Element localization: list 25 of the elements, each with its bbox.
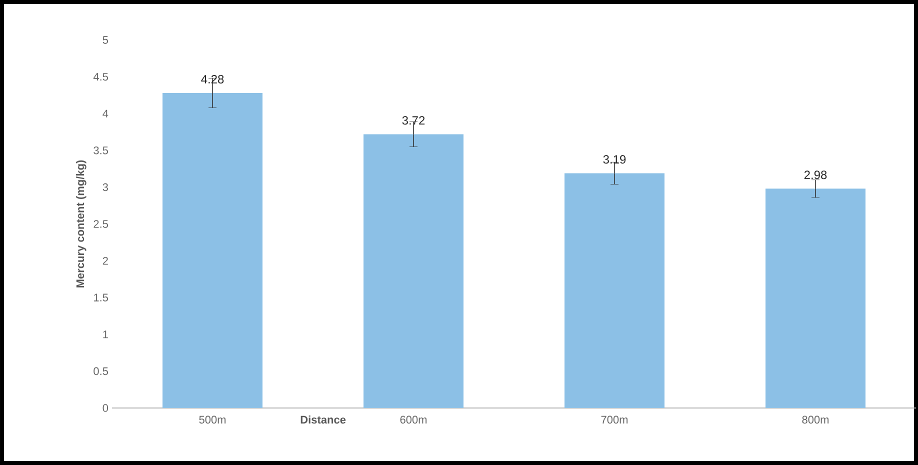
y-tick-label: 5 xyxy=(102,36,108,44)
data-label: 3.72 xyxy=(402,116,425,125)
y-axis-title: Mercury content (mg/kg) xyxy=(76,160,86,288)
y-tick-label: 4 xyxy=(102,110,108,118)
x-tick-label: 500m xyxy=(199,416,226,424)
y-tick-label: 4.5 xyxy=(93,72,108,81)
data-label: 2.98 xyxy=(804,170,827,180)
x-tick-label: 600m xyxy=(400,416,427,424)
bar xyxy=(766,188,866,408)
y-tick-label: 3.5 xyxy=(94,146,108,154)
data-label: 3.19 xyxy=(603,155,626,164)
bar xyxy=(564,173,664,408)
y-tick-label: 2.5 xyxy=(94,220,108,228)
x-tick-label: 800m xyxy=(802,416,829,424)
bar xyxy=(364,134,464,408)
y-tick-label: 1 xyxy=(103,330,108,338)
x-axis-title: Distance xyxy=(300,416,346,424)
y-tick-label: 1.5 xyxy=(94,294,108,302)
y-tick-label: 2 xyxy=(102,256,108,265)
bar xyxy=(162,92,263,408)
y-tick-label: 0 xyxy=(102,404,108,412)
x-tick-label: 700m xyxy=(601,416,628,424)
data-label: 4.28 xyxy=(201,74,224,84)
y-tick-label: 0.5 xyxy=(94,367,108,376)
y-tick-label: 3 xyxy=(102,183,108,192)
